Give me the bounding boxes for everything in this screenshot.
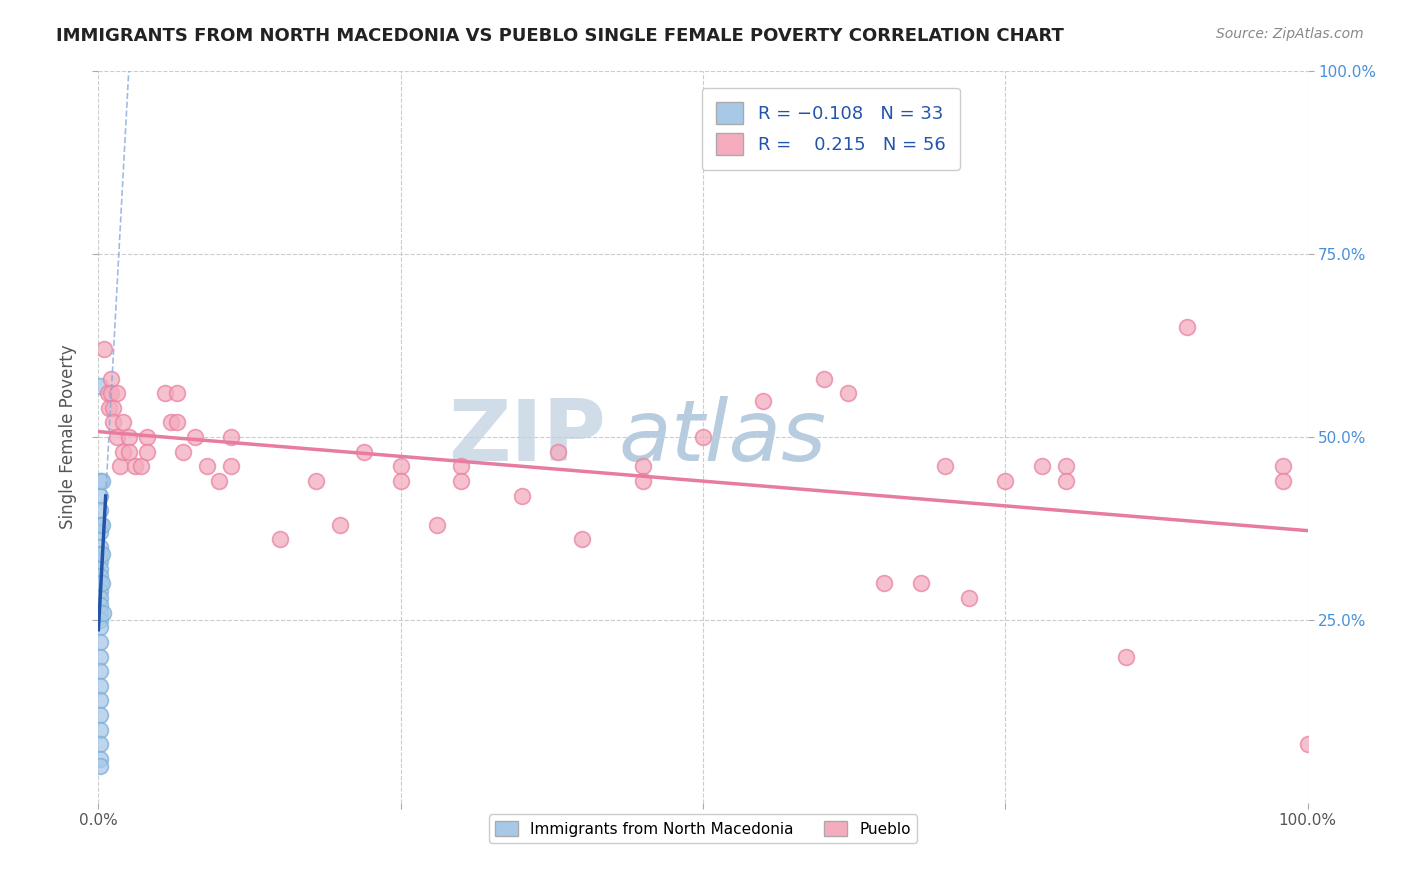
Point [510, 489, 533, 503]
Point [631, 474, 654, 488]
Point [547, 444, 569, 458]
Point [89, 503, 111, 517]
Point [221, 459, 243, 474]
Point [89, 489, 111, 503]
Point [89, 679, 111, 693]
Point [91, 474, 114, 488]
Point [98, 401, 121, 415]
Point [105, 430, 128, 444]
Point [752, 393, 775, 408]
Point [389, 459, 412, 474]
Point [89, 737, 111, 751]
Point [118, 430, 141, 444]
Point [692, 430, 714, 444]
Point [89, 759, 111, 773]
Point [135, 444, 157, 458]
Y-axis label: Single Female Poverty: Single Female Poverty [59, 345, 77, 529]
Point [1272, 474, 1295, 488]
Point [89, 752, 111, 766]
Point [269, 533, 291, 547]
Text: ZIP: ZIP [449, 395, 606, 479]
Point [571, 533, 593, 547]
Point [450, 459, 472, 474]
Point [91, 606, 114, 620]
Point [89, 599, 111, 613]
Point [1175, 320, 1198, 334]
Point [89, 606, 111, 620]
Point [172, 444, 194, 458]
Point [129, 459, 152, 474]
Point [89, 723, 111, 737]
Point [89, 693, 111, 707]
Point [89, 517, 111, 532]
Point [89, 525, 111, 540]
Point [111, 416, 134, 430]
Point [353, 444, 375, 458]
Point [160, 416, 183, 430]
Point [111, 444, 134, 458]
Point [89, 554, 111, 568]
Point [89, 649, 111, 664]
Point [105, 386, 128, 401]
Point [101, 416, 124, 430]
Point [89, 620, 111, 634]
Point [89, 569, 111, 583]
Point [91, 576, 114, 591]
Point [89, 576, 111, 591]
Point [89, 635, 111, 649]
Point [91, 517, 114, 532]
Point [100, 371, 122, 385]
Point [89, 379, 111, 393]
Point [93, 343, 115, 357]
Point [450, 474, 472, 488]
Point [89, 613, 111, 627]
Point [124, 459, 146, 474]
Text: IMMIGRANTS FROM NORTH MACEDONIA VS PUEBLO SINGLE FEMALE POVERTY CORRELATION CHAR: IMMIGRANTS FROM NORTH MACEDONIA VS PUEBL… [56, 27, 1064, 45]
Point [89, 547, 111, 561]
Point [91, 547, 114, 561]
Point [89, 474, 111, 488]
Point [166, 386, 188, 401]
Point [329, 517, 352, 532]
Point [89, 540, 111, 554]
Text: Source: ZipAtlas.com: Source: ZipAtlas.com [1216, 27, 1364, 41]
Point [631, 459, 654, 474]
Point [97, 386, 120, 401]
Point [1272, 459, 1295, 474]
Point [1031, 459, 1053, 474]
Point [305, 474, 328, 488]
Point [957, 591, 980, 605]
Point [1296, 737, 1319, 751]
Point [1054, 459, 1077, 474]
Point [873, 576, 896, 591]
Point [89, 562, 111, 576]
Point [910, 576, 932, 591]
Point [166, 416, 188, 430]
Point [89, 591, 111, 605]
Point [101, 401, 124, 415]
Point [837, 386, 859, 401]
Point [221, 430, 243, 444]
Point [100, 386, 122, 401]
Point [89, 664, 111, 678]
Point [135, 430, 157, 444]
Point [195, 459, 218, 474]
Point [1115, 649, 1137, 664]
Point [208, 474, 231, 488]
Point [184, 430, 207, 444]
Point [426, 517, 449, 532]
Point [389, 474, 412, 488]
Point [934, 459, 956, 474]
Point [89, 708, 111, 723]
Text: atlas: atlas [619, 395, 827, 479]
Point [153, 386, 176, 401]
Legend: Immigrants from North Macedonia, Pueblo: Immigrants from North Macedonia, Pueblo [489, 814, 917, 843]
Point [89, 583, 111, 598]
Point [118, 444, 141, 458]
Point [108, 459, 131, 474]
Point [813, 371, 835, 385]
Point [994, 474, 1017, 488]
Point [1054, 474, 1077, 488]
